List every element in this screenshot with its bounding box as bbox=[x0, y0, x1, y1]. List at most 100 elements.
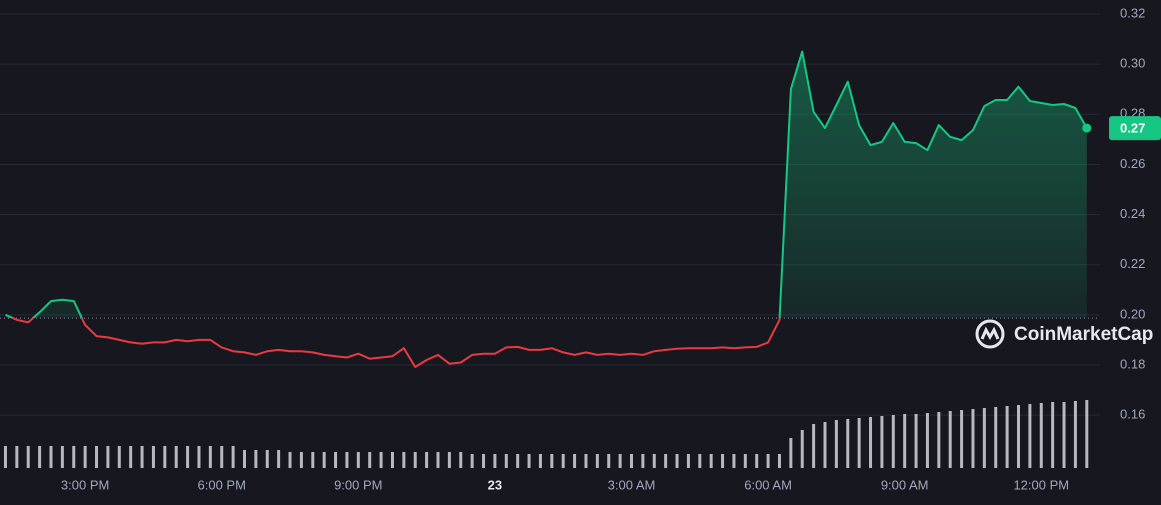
volume-bar bbox=[482, 454, 486, 468]
volume-bar bbox=[686, 454, 690, 468]
volume-bar bbox=[504, 454, 508, 468]
volume-bar bbox=[470, 454, 474, 468]
watermark-text: CoinMarketCap bbox=[1014, 324, 1153, 345]
volume-bar bbox=[208, 446, 212, 468]
volume-bar bbox=[390, 452, 394, 468]
volume-bar bbox=[846, 419, 850, 468]
volume-bar bbox=[721, 454, 725, 468]
volume-bar bbox=[584, 454, 588, 468]
price-area bbox=[5, 51, 1087, 319]
x-tick-label: 12:00 PM bbox=[1013, 477, 1069, 492]
volume-bar bbox=[413, 452, 417, 468]
volume-bar bbox=[834, 420, 838, 468]
price-label: 0.27 bbox=[1120, 121, 1145, 136]
y-tick-label: 0.26 bbox=[1120, 156, 1145, 171]
volume-bar bbox=[948, 411, 952, 468]
volume-bar bbox=[254, 450, 258, 468]
volume-bar bbox=[117, 446, 121, 468]
volume-bar bbox=[607, 454, 611, 468]
x-tick-label: 3:00 PM bbox=[61, 477, 109, 492]
last-point bbox=[1082, 123, 1092, 133]
volume-bar bbox=[538, 454, 542, 468]
x-tick-label: 3:00 AM bbox=[608, 477, 656, 492]
volume-bar bbox=[72, 446, 76, 468]
volume-bar bbox=[299, 452, 303, 468]
volume-bar bbox=[755, 454, 759, 468]
volume-bar bbox=[994, 407, 998, 468]
volume-bar bbox=[698, 454, 702, 468]
watermark: CoinMarketCap bbox=[975, 319, 1153, 349]
x-tick-label: 9:00 AM bbox=[881, 477, 929, 492]
volume-bar bbox=[311, 452, 315, 468]
x-tick-label: 6:00 AM bbox=[744, 477, 792, 492]
y-tick-label: 0.20 bbox=[1120, 306, 1145, 321]
volume-bar bbox=[573, 454, 577, 468]
volume bbox=[3, 400, 1089, 468]
volume-bar bbox=[459, 452, 463, 468]
price-line-up bbox=[5, 50, 1088, 319]
grid bbox=[0, 13, 1100, 416]
volume-bar bbox=[288, 452, 292, 468]
axes: 0.160.180.200.220.240.260.280.300.323:00… bbox=[61, 5, 1161, 492]
volume-bar bbox=[550, 454, 554, 468]
volume-bar bbox=[618, 454, 622, 468]
volume-bar bbox=[675, 454, 679, 468]
volume-bar bbox=[1028, 404, 1032, 468]
volume-bar bbox=[140, 446, 144, 468]
volume-bar bbox=[664, 454, 668, 468]
volume-bar bbox=[960, 410, 964, 468]
volume-bar bbox=[265, 450, 269, 468]
volume-bar bbox=[516, 454, 520, 468]
volume-bar bbox=[641, 454, 645, 468]
x-tick-label: 6:00 PM bbox=[198, 477, 246, 492]
volume-bar bbox=[493, 454, 497, 468]
volume-bar bbox=[766, 454, 770, 468]
y-tick-label: 0.22 bbox=[1120, 256, 1145, 271]
volume-bar bbox=[425, 452, 429, 468]
volume-bar bbox=[322, 452, 326, 468]
volume-bar bbox=[15, 446, 19, 468]
price-line-down bbox=[10, 318, 781, 368]
volume-bar bbox=[174, 446, 178, 468]
volume-bar bbox=[356, 452, 360, 468]
volume-bar bbox=[60, 446, 64, 468]
volume-bar bbox=[527, 454, 531, 468]
y-tick-label: 0.24 bbox=[1120, 206, 1145, 221]
volume-bar bbox=[151, 446, 155, 468]
logo-mark bbox=[980, 326, 1000, 341]
y-tick-label: 0.18 bbox=[1120, 356, 1145, 371]
y-tick-label: 0.32 bbox=[1120, 5, 1145, 20]
volume-bar bbox=[1085, 400, 1089, 468]
volume-bar bbox=[869, 417, 873, 468]
volume-bar bbox=[903, 414, 907, 468]
volume-bar bbox=[49, 446, 53, 468]
volume-bar bbox=[402, 452, 406, 468]
volume-bar bbox=[777, 454, 781, 468]
volume-bar bbox=[436, 452, 440, 468]
volume-bar bbox=[368, 452, 372, 468]
plot bbox=[0, 50, 1100, 368]
volume-bar bbox=[220, 446, 224, 468]
price-label-box bbox=[1109, 116, 1161, 141]
volume-bar bbox=[106, 446, 110, 468]
volume-bar bbox=[1039, 403, 1043, 468]
volume-bar bbox=[242, 450, 246, 468]
volume-bar bbox=[38, 446, 42, 468]
volume-bar bbox=[709, 454, 713, 468]
volume-bar bbox=[971, 409, 975, 468]
volume-bar bbox=[26, 446, 30, 468]
volume-bar bbox=[857, 418, 861, 468]
volume-bar bbox=[1073, 401, 1077, 468]
volume-bar bbox=[823, 422, 827, 468]
volume-bar bbox=[277, 450, 281, 468]
x-tick-label: 9:00 PM bbox=[334, 477, 382, 492]
volume-bar bbox=[982, 408, 986, 468]
volume-bar bbox=[231, 446, 235, 468]
volume-bar bbox=[129, 446, 133, 468]
volume-bar bbox=[345, 452, 349, 468]
volume-bar bbox=[1062, 402, 1066, 468]
volume-bar bbox=[880, 416, 884, 468]
volume-bar bbox=[812, 424, 816, 468]
volume-bar bbox=[595, 454, 599, 468]
volume-bar bbox=[891, 415, 895, 468]
